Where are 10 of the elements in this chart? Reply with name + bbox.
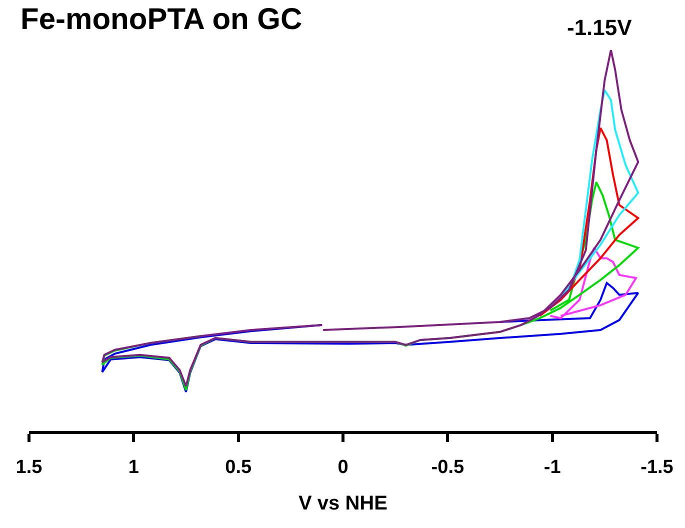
x-tick-label: 0 <box>338 456 348 478</box>
x-tick-label: 1 <box>128 456 140 478</box>
x-tick-label: -0.5 <box>431 456 464 478</box>
chart-title: Fe-monoPTA on GC <box>20 2 302 36</box>
x-tick-label: -1 <box>544 456 562 478</box>
x-tick-label: -1.5 <box>640 456 674 478</box>
x-axis-title: V vs NHE <box>298 492 388 514</box>
text: -1.15V <box>567 15 632 40</box>
x-tick-label: 1.5 <box>16 456 43 478</box>
x-tick-label: 0.5 <box>225 456 252 478</box>
